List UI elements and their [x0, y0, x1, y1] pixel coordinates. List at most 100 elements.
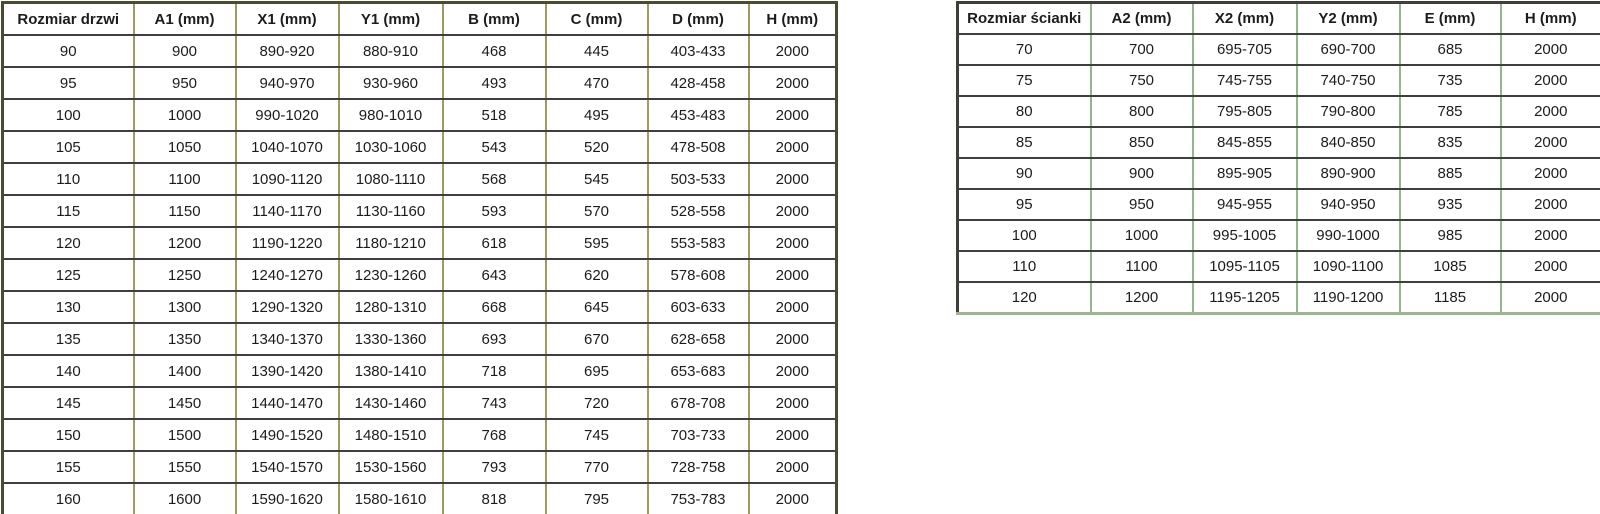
table-cell: 745 [544, 418, 649, 452]
table-cell: 1140-1170 [234, 194, 340, 228]
column-header: X1 (mm) [234, 1, 340, 36]
table-row: 120 1200 1190-1220 1180-1210 618 595 553-583 20… [1, 226, 838, 260]
table-cell: 2000 [1499, 188, 1600, 221]
table-cell: 740-750 [1295, 64, 1401, 97]
table-row: 160 1600 1590-1620 1580-1610 818 795 753-783 20… [1, 482, 838, 514]
column-header: X2 (mm) [1191, 1, 1298, 35]
table-cell: 150 [1, 418, 135, 452]
column-header: C (mm) [544, 1, 649, 36]
table-cell: 818 [441, 482, 547, 514]
table-cell: 100 [956, 219, 1092, 252]
table-cell: 1600 [132, 482, 237, 514]
table-cell: 155 [1, 450, 135, 484]
table-cell: 593 [441, 194, 547, 228]
column-header: H (mm) [1499, 1, 1600, 35]
table-cell: 2000 [1499, 33, 1600, 66]
table-cell: 1050 [132, 130, 237, 164]
table-cell: 850 [1089, 126, 1194, 159]
table-cell: 2000 [747, 66, 838, 100]
table-cell: 110 [956, 250, 1092, 283]
table-cell: 2000 [1499, 157, 1600, 190]
column-header: A2 (mm) [1089, 1, 1194, 35]
table-cell: 2000 [747, 482, 838, 514]
table-cell: 1500 [132, 418, 237, 452]
table-cell: 520 [544, 130, 649, 164]
table-cell: 2000 [747, 322, 838, 356]
table-cell: 1150 [132, 194, 237, 228]
table-cell: 900 [1089, 157, 1194, 190]
table-row: 110 1100 1090-1120 1080-1110 568 545 503-533 20… [1, 162, 838, 196]
table-cell: 495 [544, 98, 649, 132]
table-cell: 990-1020 [234, 98, 340, 132]
table-cell: 2000 [747, 226, 838, 260]
table-cell: 1450 [132, 386, 237, 420]
table-cell: 518 [441, 98, 547, 132]
table-cell: 1540-1570 [234, 450, 340, 484]
table-cell: 695-705 [1191, 33, 1298, 66]
table-row: 120 1200 1195-1205 1190-1200 1185 2000 [956, 281, 1600, 315]
table-cell: 950 [132, 66, 237, 100]
column-header: H (mm) [747, 1, 838, 36]
table-cell: 2000 [1499, 250, 1600, 283]
header-row: Rozmiar ścianki A2 (mm) X2 (mm) Y2 (mm) E (m… [956, 1, 1600, 35]
table-cell: 1240-1270 [234, 258, 340, 292]
table-cell: 940-970 [234, 66, 340, 100]
table-cell: 140 [1, 354, 135, 388]
table-cell: 1090-1100 [1295, 250, 1401, 283]
table-cell: 800 [1089, 95, 1194, 128]
table-cell: 890-900 [1295, 157, 1401, 190]
table-cell: 1250 [132, 258, 237, 292]
table-cell: 1390-1420 [234, 354, 340, 388]
table-cell: 785 [1398, 95, 1502, 128]
table-cell: 2000 [1499, 64, 1600, 97]
table-cell: 1490-1520 [234, 418, 340, 452]
table-row: 90 900 890-920 880-910 468 445 403-433 2000 [1, 34, 838, 68]
table-cell: 2000 [747, 354, 838, 388]
table-cell: 1100 [1089, 250, 1194, 283]
table-cell: 1000 [132, 98, 237, 132]
table-cell: 890-920 [234, 34, 340, 68]
table-cell: 428-458 [646, 66, 750, 100]
table-cell: 700 [1089, 33, 1194, 66]
table-cell: 1000 [1089, 219, 1194, 252]
table-cell: 793 [441, 450, 547, 484]
table-row: 80 800 795-805 790-800 785 2000 [956, 95, 1600, 128]
table-row: 150 1500 1490-1520 1480-1510 768 745 703-733 20… [1, 418, 838, 452]
table-cell: 125 [1, 258, 135, 292]
table-cell: 620 [544, 258, 649, 292]
table-cell: 1300 [132, 290, 237, 324]
table-cell: 643 [441, 258, 547, 292]
table-cell: 653-683 [646, 354, 750, 388]
table-cell: 2000 [747, 258, 838, 292]
table-cell: 795-805 [1191, 95, 1298, 128]
table-row: 95 950 945-955 940-950 935 2000 [956, 188, 1600, 221]
table-cell: 2000 [747, 418, 838, 452]
table-cell: 105 [1, 130, 135, 164]
column-header: D (mm) [646, 1, 750, 36]
table-cell: 743 [441, 386, 547, 420]
table-cell: 135 [1, 322, 135, 356]
table-cell: 678-708 [646, 386, 750, 420]
table-cell: 470 [544, 66, 649, 100]
table-cell: 718 [441, 354, 547, 388]
table-cell: 1185 [1398, 281, 1502, 315]
table-cell: 1350 [132, 322, 237, 356]
table-row: 90 900 895-905 890-900 885 2000 [956, 157, 1600, 190]
table-cell: 728-758 [646, 450, 750, 484]
table-cell: 1400 [132, 354, 237, 388]
table-cell: 570 [544, 194, 649, 228]
table-cell: 985 [1398, 219, 1502, 252]
table-row: 100 1000 990-1020 980-1010 518 495 453-483 2000 [1, 98, 838, 132]
table-cell: 568 [441, 162, 547, 196]
table-cell: 995-1005 [1191, 219, 1298, 252]
table-cell: 90 [956, 157, 1092, 190]
table-cell: 2000 [747, 98, 838, 132]
table-cell: 668 [441, 290, 547, 324]
table-row: 130 1300 1290-1320 1280-1310 668 645 603-633 20… [1, 290, 838, 324]
table-row: 95 950 940-970 930-960 493 470 428-458 2000 [1, 66, 838, 100]
column-header: Rozmiar ścianki [956, 1, 1092, 35]
column-header: B (mm) [441, 1, 547, 36]
table-cell: 1480-1510 [337, 418, 444, 452]
table-cell: 900 [132, 34, 237, 68]
